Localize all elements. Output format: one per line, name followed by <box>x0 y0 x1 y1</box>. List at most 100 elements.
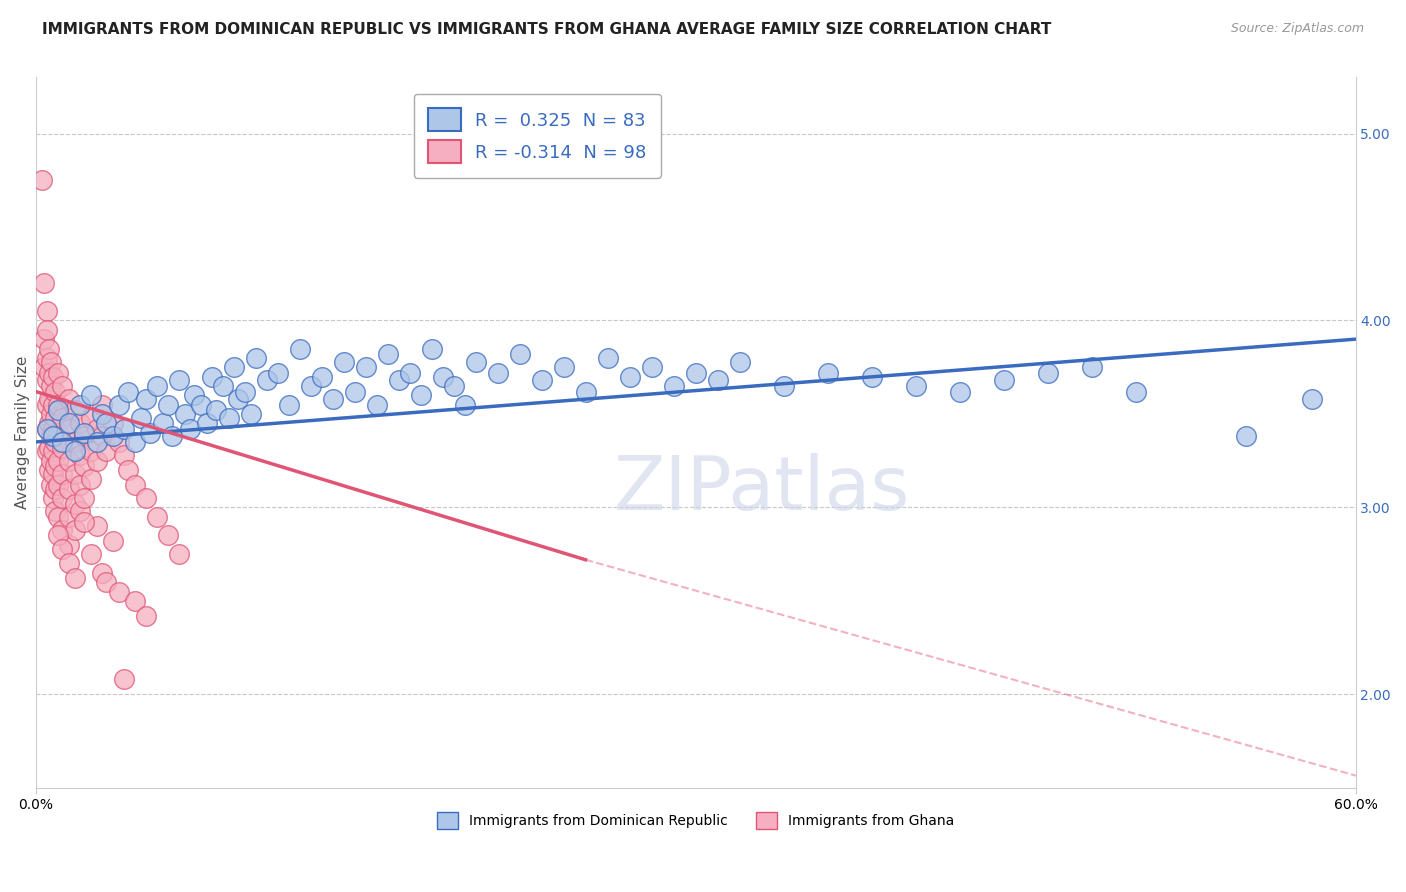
Point <box>46 425 69 440</box>
Point <box>530 373 553 387</box>
Legend: Immigrants from Dominican Republic, Immigrants from Ghana: Immigrants from Dominican Republic, Immi… <box>432 806 959 834</box>
Point <box>156 398 179 412</box>
Point <box>205 403 228 417</box>
Point <box>240 407 263 421</box>
Point <box>101 534 124 549</box>
Point <box>101 429 124 443</box>
Point <box>299 379 322 393</box>
Point <box>34 360 56 375</box>
Point <box>218 410 240 425</box>
Point <box>86 519 108 533</box>
Point <box>38 463 60 477</box>
Point <box>772 379 794 393</box>
Point <box>46 453 69 467</box>
Point <box>86 453 108 467</box>
Point <box>38 417 60 431</box>
Point <box>135 608 157 623</box>
Point <box>46 478 69 492</box>
Point <box>366 398 388 412</box>
Point <box>42 429 65 443</box>
Point <box>58 482 80 496</box>
Point <box>44 504 66 518</box>
Point <box>1301 392 1323 406</box>
Point <box>94 444 117 458</box>
Point <box>226 392 249 406</box>
Point <box>117 463 139 477</box>
Point <box>108 434 131 449</box>
Point <box>662 379 685 393</box>
Point <box>63 523 86 537</box>
Point <box>174 407 197 421</box>
Point <box>35 398 58 412</box>
Point <box>35 444 58 458</box>
Point <box>63 571 86 585</box>
Point <box>596 351 619 365</box>
Point <box>51 441 73 455</box>
Point <box>35 422 58 436</box>
Text: IMMIGRANTS FROM DOMINICAN REPUBLIC VS IMMIGRANTS FROM GHANA AVERAGE FAMILY SIZE : IMMIGRANTS FROM DOMINICAN REPUBLIC VS IM… <box>42 22 1052 37</box>
Point <box>44 384 66 399</box>
Point <box>90 398 112 412</box>
Point <box>39 379 62 393</box>
Point <box>464 354 486 368</box>
Point <box>332 354 354 368</box>
Point <box>117 384 139 399</box>
Point <box>39 478 62 492</box>
Point <box>58 392 80 406</box>
Point <box>69 448 91 462</box>
Point <box>79 472 101 486</box>
Point <box>354 360 377 375</box>
Point <box>706 373 728 387</box>
Point <box>69 504 91 518</box>
Point <box>420 342 443 356</box>
Point <box>38 342 60 356</box>
Point <box>288 342 311 356</box>
Point <box>619 369 641 384</box>
Point <box>51 541 73 556</box>
Point <box>38 366 60 380</box>
Point <box>39 429 62 443</box>
Point <box>1125 384 1147 399</box>
Point <box>39 407 62 421</box>
Point <box>46 509 69 524</box>
Point <box>183 388 205 402</box>
Point <box>124 434 146 449</box>
Point <box>73 429 96 443</box>
Point <box>46 366 69 380</box>
Point <box>129 410 152 425</box>
Point <box>35 351 58 365</box>
Point <box>51 410 73 425</box>
Point <box>108 398 131 412</box>
Point <box>387 373 409 387</box>
Point <box>86 422 108 436</box>
Point <box>409 388 432 402</box>
Point <box>58 509 80 524</box>
Point <box>46 398 69 412</box>
Point <box>69 417 91 431</box>
Point <box>42 369 65 384</box>
Point <box>112 673 135 687</box>
Point <box>79 547 101 561</box>
Point <box>35 373 58 387</box>
Text: ZIPatlas: ZIPatlas <box>613 453 910 526</box>
Point <box>42 467 65 481</box>
Point <box>486 366 509 380</box>
Point <box>256 373 278 387</box>
Point <box>63 497 86 511</box>
Point <box>167 547 190 561</box>
Point <box>343 384 366 399</box>
Point <box>51 523 73 537</box>
Point <box>553 360 575 375</box>
Point <box>58 422 80 436</box>
Point <box>58 453 80 467</box>
Point <box>31 173 53 187</box>
Point <box>86 434 108 449</box>
Point <box>233 384 256 399</box>
Point <box>90 429 112 443</box>
Point <box>69 478 91 492</box>
Point <box>90 566 112 580</box>
Point <box>42 398 65 412</box>
Point <box>44 482 66 496</box>
Point <box>167 373 190 387</box>
Point <box>94 417 117 431</box>
